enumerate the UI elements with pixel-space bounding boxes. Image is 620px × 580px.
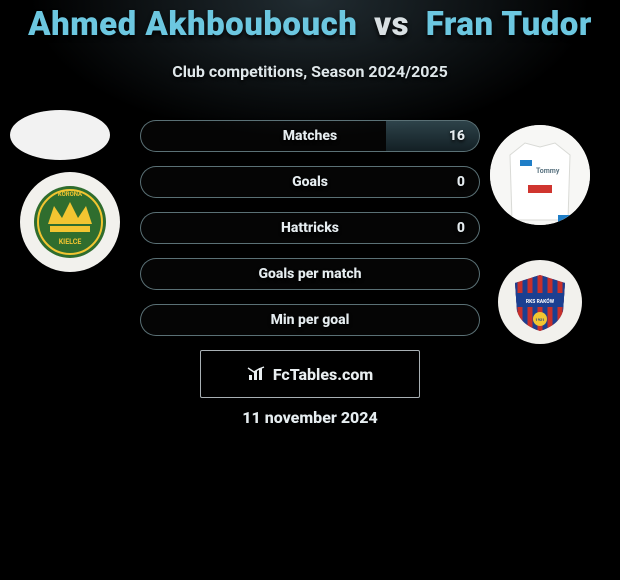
- striped-shield-icon: RKS RAKÓW 1921: [509, 271, 571, 333]
- stat-label: Goals: [292, 174, 328, 190]
- jersey-icon: Tommy: [490, 125, 590, 225]
- stat-label: Min per goal: [271, 312, 350, 328]
- stat-row: Goals 0: [140, 166, 480, 198]
- stat-label: Goals per match: [258, 266, 361, 282]
- stat-value-right: 0: [457, 220, 465, 236]
- subtitle: Club competitions, Season 2024/2025: [0, 62, 620, 81]
- bar-chart-icon: [247, 366, 267, 382]
- bar-fill-right: [386, 121, 479, 151]
- brand-text: FcTables.com: [273, 365, 373, 384]
- player1-photo: [10, 110, 110, 160]
- stat-label: Matches: [283, 128, 337, 144]
- stat-row: Hattricks 0: [140, 212, 480, 244]
- crown-shield-icon: KIELCE KORONA: [30, 182, 110, 262]
- svg-text:RKS RAKÓW: RKS RAKÓW: [526, 298, 555, 305]
- svg-text:Tommy: Tommy: [536, 167, 560, 175]
- svg-text:KIELCE: KIELCE: [59, 238, 82, 246]
- comparison-bars: Matches 16 Goals 0 Hattricks 0 Goals per…: [140, 120, 480, 350]
- player1-club-badge: KIELCE KORONA: [20, 172, 120, 272]
- stat-row: Matches 16: [140, 120, 480, 152]
- player2-name: Fran Tudor: [426, 5, 592, 44]
- svg-text:1921: 1921: [535, 317, 544, 322]
- vs-label: vs: [366, 5, 417, 44]
- brand-box: FcTables.com: [200, 350, 420, 398]
- date-label: 11 november 2024: [0, 408, 620, 427]
- svg-text:KORONA: KORONA: [58, 191, 83, 198]
- stat-row: Min per goal: [140, 304, 480, 336]
- player2-club-badge: RKS RAKÓW 1921: [498, 260, 582, 344]
- stat-value-right: 0: [457, 174, 465, 190]
- page-title: Ahmed Akhboubouch vs Fran Tudor: [0, 5, 620, 44]
- player2-photo: Tommy: [490, 125, 590, 225]
- player1-name: Ahmed Akhboubouch: [28, 5, 357, 44]
- stat-row: Goals per match: [140, 258, 480, 290]
- stat-label: Hattricks: [281, 220, 339, 236]
- stat-value-right: 16: [449, 128, 465, 144]
